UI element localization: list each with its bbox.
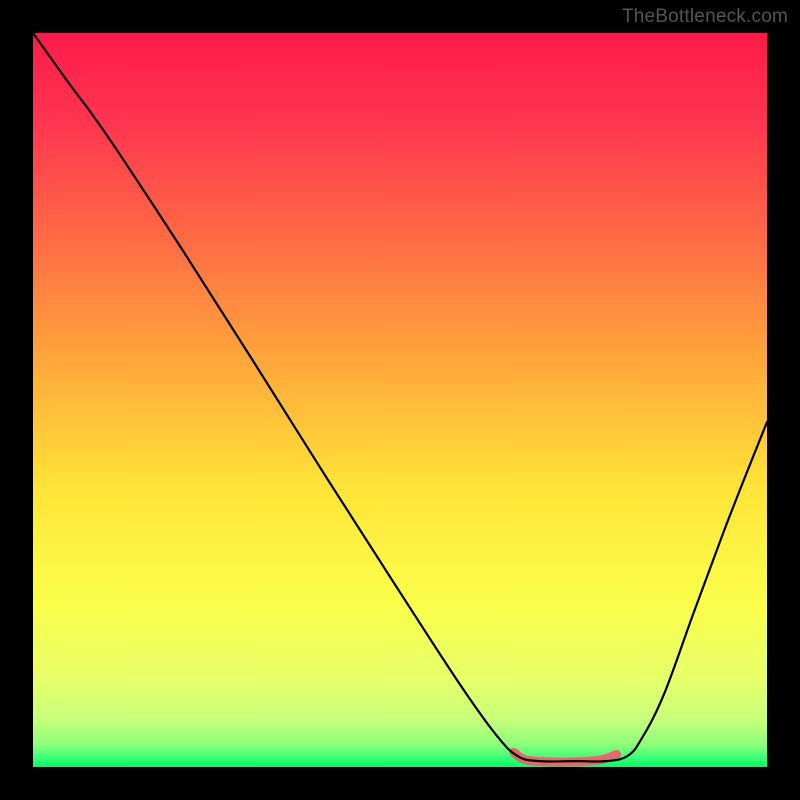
main-curve-path — [33, 33, 767, 762]
watermark-text: TheBottleneck.com — [622, 6, 788, 28]
plot-area — [33, 33, 767, 767]
curve-overlay — [33, 33, 767, 767]
